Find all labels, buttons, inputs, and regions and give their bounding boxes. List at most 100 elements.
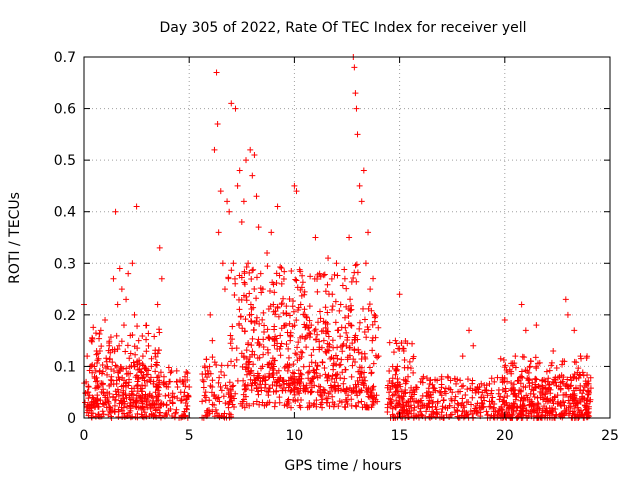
data-point bbox=[396, 345, 403, 352]
data-point bbox=[270, 361, 277, 368]
data-point bbox=[88, 414, 95, 421]
data-point bbox=[259, 286, 266, 293]
data-point bbox=[386, 389, 393, 396]
data-point bbox=[217, 188, 224, 195]
data-point bbox=[169, 394, 176, 401]
data-point bbox=[239, 325, 246, 332]
data-point bbox=[181, 373, 188, 380]
data-point bbox=[584, 353, 591, 360]
data-point bbox=[553, 364, 560, 371]
data-point bbox=[156, 329, 163, 336]
data-point bbox=[327, 388, 334, 395]
data-point bbox=[529, 379, 536, 386]
data-point bbox=[567, 403, 574, 410]
data-point bbox=[280, 309, 287, 316]
data-point bbox=[358, 364, 365, 371]
data-point bbox=[394, 375, 401, 382]
data-point bbox=[165, 384, 172, 391]
data-points bbox=[81, 54, 594, 421]
data-point bbox=[365, 393, 372, 400]
data-point bbox=[216, 398, 223, 405]
data-point bbox=[122, 348, 129, 355]
data-point bbox=[148, 355, 155, 362]
data-point bbox=[116, 265, 123, 272]
data-point bbox=[348, 373, 355, 380]
data-point bbox=[395, 388, 402, 395]
data-point bbox=[163, 402, 170, 409]
data-point bbox=[521, 402, 528, 409]
data-point bbox=[484, 392, 491, 399]
data-point bbox=[143, 348, 150, 355]
data-point bbox=[328, 375, 335, 382]
data-point bbox=[92, 330, 99, 337]
data-point bbox=[289, 323, 296, 330]
data-point bbox=[474, 384, 481, 391]
data-point bbox=[100, 386, 107, 393]
data-point bbox=[281, 364, 288, 371]
data-point bbox=[144, 378, 151, 385]
data-point bbox=[353, 403, 360, 410]
data-point bbox=[283, 341, 290, 348]
data-point bbox=[411, 404, 418, 411]
data-point bbox=[116, 400, 123, 407]
data-point bbox=[389, 405, 396, 412]
data-point bbox=[434, 377, 441, 384]
y-tick-label: 0.5 bbox=[54, 153, 76, 169]
data-point bbox=[551, 394, 558, 401]
data-point bbox=[341, 314, 348, 321]
data-point bbox=[118, 286, 125, 293]
data-point bbox=[172, 410, 179, 417]
x-tick-label: 15 bbox=[391, 428, 409, 444]
data-point bbox=[560, 399, 567, 406]
data-point bbox=[285, 354, 292, 361]
grid-lines bbox=[84, 57, 610, 418]
data-point bbox=[366, 301, 373, 308]
data-point bbox=[472, 389, 479, 396]
data-point bbox=[269, 382, 276, 389]
data-point bbox=[324, 346, 331, 353]
data-point bbox=[122, 380, 129, 387]
data-point bbox=[316, 308, 323, 315]
data-point bbox=[457, 377, 464, 384]
data-point bbox=[478, 380, 485, 387]
data-point bbox=[253, 274, 260, 281]
data-point bbox=[296, 390, 303, 397]
data-point bbox=[569, 395, 576, 402]
data-point bbox=[418, 397, 425, 404]
data-point bbox=[173, 406, 180, 413]
data-point bbox=[369, 334, 376, 341]
data-point bbox=[548, 362, 555, 369]
data-point bbox=[360, 380, 367, 387]
data-point bbox=[496, 396, 503, 403]
data-point bbox=[520, 412, 527, 419]
data-point bbox=[105, 411, 112, 418]
data-point bbox=[270, 281, 277, 288]
data-point bbox=[260, 351, 267, 358]
data-point bbox=[144, 396, 151, 403]
data-point bbox=[351, 334, 358, 341]
data-point bbox=[154, 374, 161, 381]
data-point bbox=[335, 327, 342, 334]
data-point bbox=[312, 234, 319, 241]
data-point bbox=[274, 345, 281, 352]
data-point bbox=[460, 382, 467, 389]
data-point bbox=[109, 393, 116, 400]
data-point bbox=[299, 349, 306, 356]
data-point bbox=[306, 363, 313, 370]
data-point bbox=[289, 303, 296, 310]
data-point bbox=[487, 403, 494, 410]
data-point bbox=[301, 291, 308, 298]
data-point bbox=[352, 381, 359, 388]
data-point bbox=[318, 344, 325, 351]
data-point bbox=[539, 377, 546, 384]
data-point bbox=[413, 386, 420, 393]
data-point bbox=[102, 365, 109, 372]
data-point bbox=[336, 307, 343, 314]
data-point bbox=[571, 358, 578, 365]
data-point bbox=[106, 382, 113, 389]
data-point bbox=[319, 396, 326, 403]
data-point bbox=[228, 100, 235, 107]
data-point bbox=[229, 345, 236, 352]
data-point bbox=[519, 353, 526, 360]
data-point bbox=[282, 363, 289, 370]
